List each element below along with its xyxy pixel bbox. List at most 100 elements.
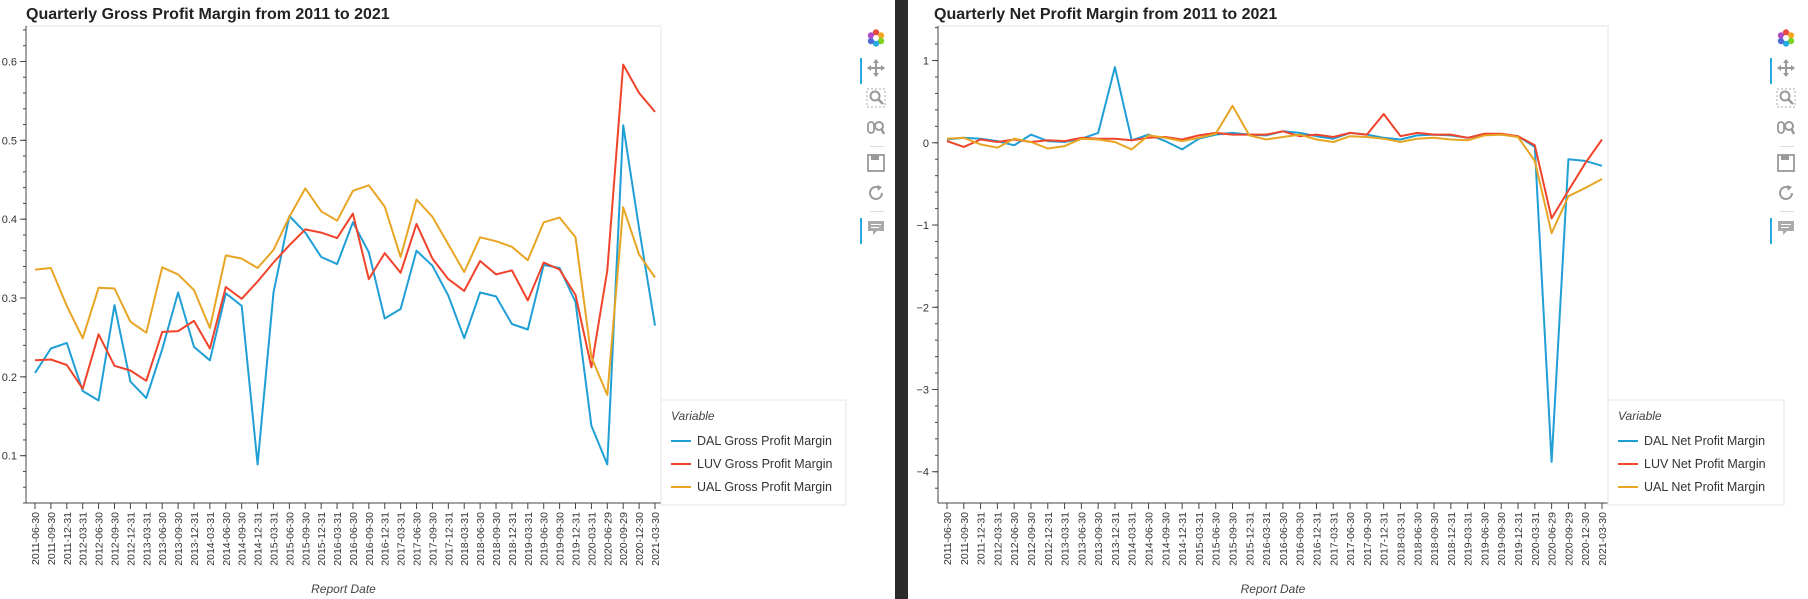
save-icon[interactable] [1770,151,1800,177]
y-tick-label: −2 [916,302,929,314]
x-tick-label: 2011-06-30 [942,512,954,565]
net-margin-panel: Quarterly Net Profit Margin from 2011 to… [908,0,1808,599]
hover-icon[interactable] [1770,216,1800,244]
x-tick-label: 2020-12-30 [634,512,646,566]
x-tick-label: 2019-06-30 [539,512,551,566]
x-tick-label: 2015-09-30 [300,512,312,566]
legend-label: UAL Net Profit Margin [1644,480,1765,494]
x-tick-label: 2014-03-31 [1127,512,1139,566]
x-axis-label: Report Date [1241,582,1306,596]
y-tick-label: −3 [916,385,929,397]
x-tick-label: 2016-09-30 [364,512,376,566]
net-margin-chart[interactable]: Quarterly Net Profit Margin from 2011 to… [908,0,1808,599]
x-tick-label: 2014-06-30 [221,512,233,566]
x-tick-label: 2020-06-29 [602,512,614,566]
toolbar-separator [870,211,884,212]
x-tick-label: 2011-09-30 [959,512,971,565]
x-tick-label: 2012-06-30 [1009,512,1021,566]
x-tick-label: 2018-06-30 [475,512,487,566]
x-tick-label: 2019-03-31 [523,512,535,566]
x-tick-label: 2016-03-31 [1261,512,1273,566]
y-tick-label: −1 [916,220,929,232]
y-tick-label: −4 [916,467,929,479]
pan-icon[interactable] [860,56,890,84]
x-axis-label: Report Date [311,582,376,596]
y-tick-label: 0.1 [2,451,17,463]
x-tick-label: 2013-09-30 [173,512,185,566]
reset-icon[interactable] [860,181,890,207]
legend-label: DAL Net Profit Margin [1644,434,1765,448]
wheel-zoom-icon[interactable] [1770,116,1800,142]
box-zoom-icon[interactable] [1770,86,1800,112]
toolbar-separator [1780,211,1794,212]
x-tick-label: 2014-03-31 [205,512,217,566]
legend-title: Variable [671,409,715,423]
x-tick-label: 2012-09-30 [1026,512,1038,566]
gross-margin-chart[interactable]: Quarterly Gross Profit Margin from 2011 … [0,0,895,599]
x-tick-label: 2017-09-30 [427,512,439,566]
chart-toolbar [860,26,890,246]
x-tick-label: 2014-06-30 [1144,512,1156,566]
x-tick-label: 2016-12-31 [1311,512,1323,566]
x-tick-label: 2018-03-31 [459,512,471,566]
x-tick-label: 2020-12-30 [1580,512,1592,566]
x-tick-label: 2011-12-31 [62,512,74,565]
y-tick-label: 0 [923,138,929,150]
x-tick-label: 2021-03-30 [650,512,662,566]
x-tick-label: 2013-12-31 [1110,512,1122,566]
x-tick-label: 2013-03-31 [141,512,153,566]
chart-title: Quarterly Net Profit Margin from 2011 to… [934,6,1277,23]
x-tick-label: 2012-06-30 [94,512,106,566]
box-zoom-icon[interactable] [860,86,890,112]
x-tick-label: 2020-03-31 [586,512,598,566]
x-tick-label: 2018-09-30 [1429,512,1441,566]
y-tick-label: 0.2 [2,372,17,384]
bokeh-logo-icon [860,26,890,52]
x-tick-label: 2012-12-31 [1043,512,1055,566]
save-icon[interactable] [860,151,890,177]
x-tick-label: 2017-06-30 [412,512,424,566]
x-tick-label: 2017-03-31 [396,512,408,566]
x-tick-label: 2017-12-31 [443,512,455,566]
x-tick-label: 2012-03-31 [992,512,1004,566]
x-tick-label: 2013-12-31 [189,512,201,566]
x-tick-label: 2016-12-31 [380,512,392,566]
x-tick-label: 2013-06-30 [157,512,169,566]
panel-divider [895,0,908,599]
x-tick-label: 2018-12-31 [507,512,519,566]
x-tick-label: 2015-03-31 [1194,512,1206,566]
x-tick-label: 2012-09-30 [109,512,121,566]
x-tick-label: 2018-12-31 [1446,512,1458,566]
x-tick-label: 2020-09-29 [618,512,630,566]
bokeh-logo-icon [1770,26,1800,52]
pan-icon[interactable] [1770,56,1800,84]
x-tick-label: 2019-09-30 [555,512,567,566]
x-tick-label: 2014-12-31 [1177,512,1189,566]
x-tick-label: 2020-03-31 [1530,512,1542,566]
plot-area-border [937,25,1609,504]
series-line-luv [34,63,656,390]
x-tick-label: 2013-06-30 [1076,512,1088,566]
x-tick-label: 2015-12-31 [1244,512,1256,566]
x-tick-label: 2018-06-30 [1412,512,1424,566]
y-tick-label: 1 [923,56,929,68]
y-tick-label: 0.6 [2,56,17,68]
x-tick-label: 2018-03-31 [1395,512,1407,566]
legend-label: UAL Gross Profit Margin [697,480,832,494]
x-tick-label: 2015-09-30 [1228,512,1240,566]
x-tick-label: 2021-03-30 [1597,512,1609,566]
x-tick-label: 2015-06-30 [284,512,296,566]
x-tick-label: 2018-09-30 [491,512,503,566]
series-line-ual [946,104,1603,235]
x-tick-label: 2012-12-31 [125,512,137,566]
x-tick-label: 2017-03-31 [1328,512,1340,566]
hover-icon[interactable] [860,216,890,244]
toolbar-separator [870,146,884,147]
wheel-zoom-icon[interactable] [860,116,890,142]
legend-box [660,399,847,506]
series-line-luv [946,113,1603,220]
x-tick-label: 2016-09-30 [1295,512,1307,566]
reset-icon[interactable] [1770,181,1800,207]
x-tick-label: 2019-06-30 [1479,512,1491,566]
x-tick-label: 2016-06-30 [1278,512,1290,566]
